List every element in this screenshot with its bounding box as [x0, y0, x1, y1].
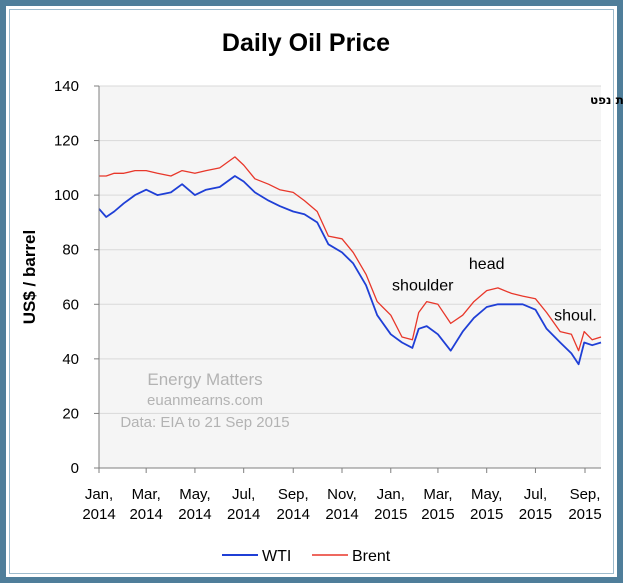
x-tick-label-month: Jan,: [85, 486, 113, 503]
x-tick-label-month: Jul,: [232, 486, 255, 503]
x-tick-label-year: 2014: [325, 506, 358, 523]
y-tick-label: 120: [54, 133, 79, 150]
y-tick-label: 60: [62, 296, 79, 313]
x-tick-label-year: 2015: [470, 506, 503, 523]
watermark: Energy Matters euanmearns.com Data: EIA …: [120, 370, 289, 431]
series-lines: [98, 156, 602, 366]
x-tick-label-month: Jul,: [524, 486, 547, 503]
x-tick-label-month: Mar,: [423, 486, 452, 503]
legend-label-wti: WTI: [262, 548, 291, 565]
y-axis-ticks: 0 20 40 60 80 100 120 140: [54, 78, 99, 477]
x-tick-label-year: 2014: [129, 506, 162, 523]
x-tick-label-month: May,: [179, 486, 210, 503]
y-tick-label: 100: [54, 187, 79, 204]
watermark-line-1: Energy Matters: [147, 370, 262, 389]
x-tick-label-month: Sep,: [570, 486, 601, 503]
x-tick-label-year: 2015: [568, 506, 601, 523]
annotation-label: shoul.: [554, 308, 597, 325]
x-tick-label-year: 2014: [82, 506, 115, 523]
y-tick-label: 40: [62, 351, 79, 368]
x-tick-label-year: 2015: [421, 506, 454, 523]
x-tick-label-year: 2015: [374, 506, 407, 523]
y-tick-label: 20: [62, 405, 79, 422]
y-tick-label: 140: [54, 78, 79, 95]
chart-frame-inner: [9, 9, 614, 574]
annotations: shoulder head shoul.: [392, 256, 597, 325]
annotation-label: head: [469, 256, 505, 273]
annotation-label: shoulder: [392, 278, 454, 295]
x-tick-label-year: 2014: [178, 506, 211, 523]
y-tick-label: 0: [71, 460, 79, 477]
x-tick-label-month: Mar,: [132, 486, 161, 503]
x-axis-ticks: Jan, 2014 Mar, 2014 May, 2014 Jul, 2014 Sep, 2014…: [82, 468, 602, 523]
watermark-line-2: euanmearns.com: [147, 392, 263, 409]
series-line-brent: [99, 156, 602, 352]
legend: WTI Brent: [222, 548, 391, 565]
x-tick-label-month: Sep,: [278, 486, 309, 503]
x-tick-label-month: Nov,: [327, 486, 357, 503]
series-line-wti: [98, 175, 602, 366]
chart-title: Daily Oil Price: [222, 29, 390, 57]
x-tick-label-year: 2014: [277, 506, 310, 523]
legend-label-brent: Brent: [352, 548, 391, 565]
plot-area: [99, 86, 601, 468]
x-tick-label-month: May,: [471, 486, 502, 503]
y-axis-label: US$ / barrel: [20, 230, 39, 325]
plot-background: [99, 86, 601, 468]
x-tick-label-month: Jan,: [377, 486, 405, 503]
x-tick-label-year: 2015: [519, 506, 552, 523]
watermark-line-3: Data: EIA to 21 Sep 2015: [120, 414, 289, 431]
hebrew-subtitle: מחיר יומי לחבית נפט: [590, 93, 623, 107]
y-tick-label: 80: [62, 242, 79, 259]
x-tick-label-year: 2014: [227, 506, 260, 523]
